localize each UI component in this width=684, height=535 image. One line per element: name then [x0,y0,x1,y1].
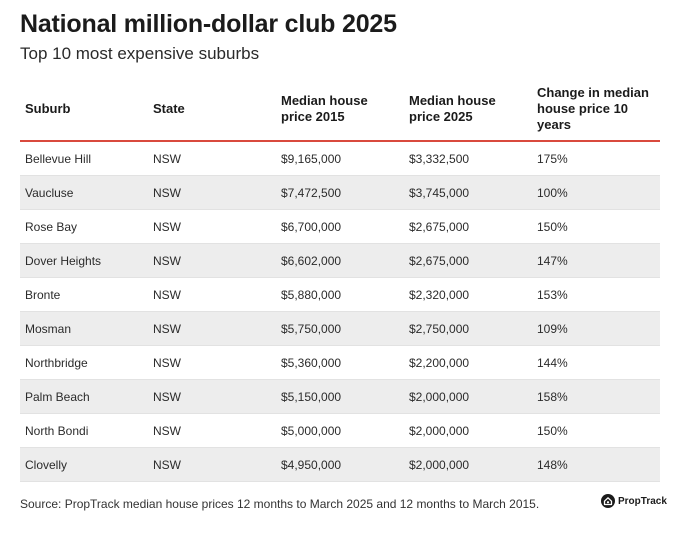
table-row: Rose Bay NSW $6,700,000 $2,675,000 150% [20,209,660,244]
proptrack-logo-text: PropTrack [618,495,667,507]
change-cell: 144% [532,345,660,380]
change-cell: 147% [532,243,660,278]
suburb-cell: Dover Heights [20,243,148,278]
data-table: Suburb State Median house price 2015 Med… [20,78,660,482]
price-2015-cell: $5,150,000 [276,379,404,414]
column-header-change: Change in median house price 10 years [532,78,660,142]
table-row: Bronte NSW $5,880,000 $2,320,000 153% [20,277,660,312]
suburb-cell: Vaucluse [20,175,148,210]
proptrack-logo: PropTrack [601,494,667,508]
change-cell: 153% [532,277,660,312]
state-cell: NSW [148,209,276,244]
price-2015-cell: $5,750,000 [276,311,404,346]
column-header-price-2025: Median house price 2025 [404,78,532,142]
price-2025-cell: $3,745,000 [404,175,532,210]
state-cell: NSW [148,141,276,176]
price-2015-cell: $5,880,000 [276,277,404,312]
change-cell: 148% [532,447,660,482]
price-2025-cell: $2,000,000 [404,379,532,414]
suburb-cell: Bronte [20,277,148,312]
price-2025-cell: $2,000,000 [404,413,532,448]
price-2015-cell: $6,700,000 [276,209,404,244]
table-row: Palm Beach NSW $5,150,000 $2,000,000 158% [20,379,660,414]
price-2015-cell: $9,165,000 [276,141,404,176]
state-cell: NSW [148,311,276,346]
state-cell: NSW [148,379,276,414]
suburb-cell: Clovelly [20,447,148,482]
price-2015-cell: $4,950,000 [276,447,404,482]
state-cell: NSW [148,345,276,380]
chart-subtitle: Top 10 most expensive suburbs [20,44,260,63]
table-row: North Bondi NSW $5,000,000 $2,000,000 150% [20,413,660,448]
change-cell: 109% [532,311,660,346]
price-2025-cell: $2,675,000 [404,243,532,278]
state-cell: NSW [148,175,276,210]
price-2015-cell: $5,360,000 [276,345,404,380]
column-header-state: State [148,78,276,142]
change-cell: 150% [532,413,660,448]
price-2015-cell: $7,472,500 [276,175,404,210]
proptrack-logo-icon [601,494,615,508]
table-row: Mosman NSW $5,750,000 $2,750,000 109% [20,311,660,346]
state-cell: NSW [148,447,276,482]
price-2015-cell: $5,000,000 [276,413,404,448]
table-row: Bellevue Hill NSW $9,165,000 $3,332,500 175% [20,141,660,176]
change-cell: 175% [532,141,660,176]
suburb-cell: Northbridge [20,345,148,380]
state-cell: NSW [148,277,276,312]
suburb-cell: Bellevue Hill [20,141,148,176]
chart-title: National million-dollar club 2025 [20,10,397,38]
price-2025-cell: $2,675,000 [404,209,532,244]
price-2015-cell: $6,602,000 [276,243,404,278]
suburb-cell: North Bondi [20,413,148,448]
price-2025-cell: $2,000,000 [404,447,532,482]
price-2025-cell: $2,320,000 [404,277,532,312]
source-note: Source: PropTrack median house prices 12… [20,497,540,511]
change-cell: 100% [532,175,660,210]
suburb-cell: Palm Beach [20,379,148,414]
state-cell: NSW [148,413,276,448]
change-cell: 158% [532,379,660,414]
price-2025-cell: $2,750,000 [404,311,532,346]
suburb-cell: Mosman [20,311,148,346]
table-row: Dover Heights NSW $6,602,000 $2,675,000 147% [20,243,660,278]
change-cell: 150% [532,209,660,244]
table-body: Bellevue Hill NSW $9,165,000 $3,332,500 175%… [20,141,660,482]
table-row: Northbridge NSW $5,360,000 $2,200,000 144% [20,345,660,380]
price-2025-cell: $2,200,000 [404,345,532,380]
table-row: Vaucluse NSW $7,472,500 $3,745,000 100% [20,175,660,210]
header-row: Suburb State Median house price 2015 Med… [20,78,660,142]
price-2025-cell: $3,332,500 [404,141,532,176]
column-header-suburb: Suburb [20,78,148,142]
column-header-price-2015: Median house price 2015 [276,78,404,142]
state-cell: NSW [148,243,276,278]
table-row: Clovelly NSW $4,950,000 $2,000,000 148% [20,447,660,482]
suburb-cell: Rose Bay [20,209,148,244]
